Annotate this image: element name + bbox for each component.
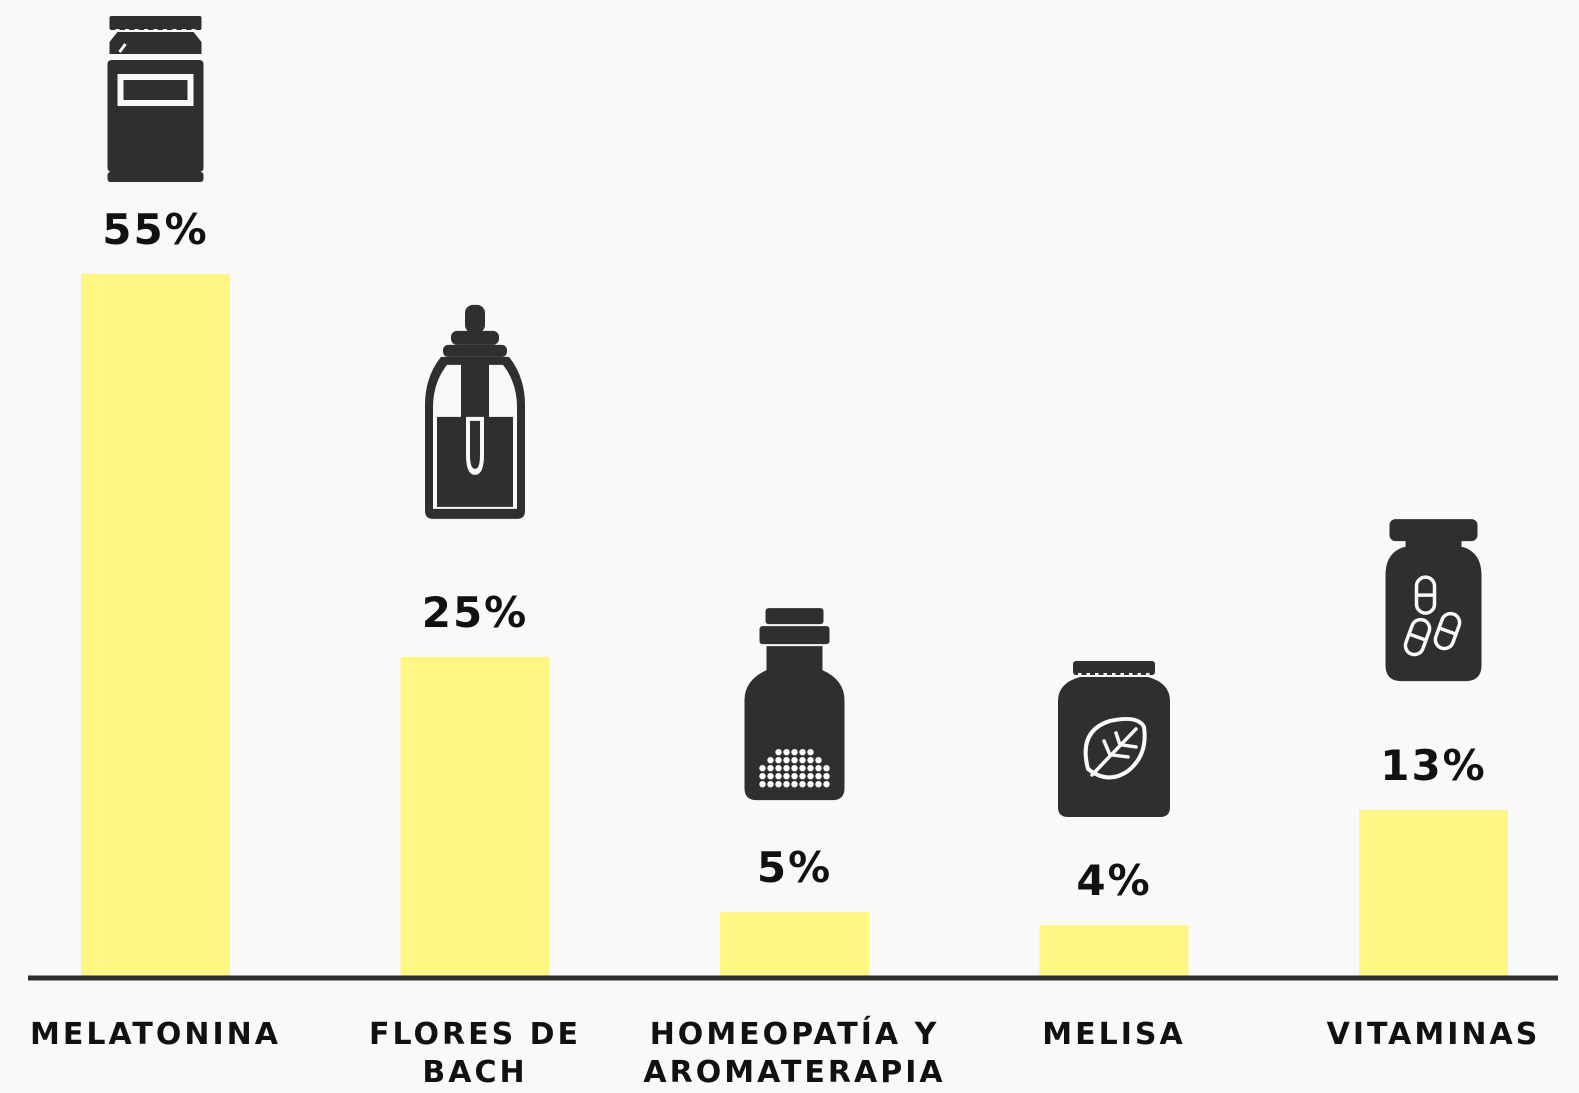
value-labels-group: 55% 25% 5% 4% 13% bbox=[102, 205, 1487, 905]
category-label: HOMEOPATÍA Y bbox=[650, 1016, 940, 1052]
bars-group bbox=[81, 274, 1508, 976]
value-label: 55% bbox=[102, 205, 209, 254]
bar bbox=[81, 274, 230, 976]
icons-group bbox=[107, 16, 1482, 817]
category-label: BACH bbox=[422, 1055, 527, 1090]
supplement-jar-icon bbox=[107, 16, 204, 182]
capsules-bottle-icon bbox=[1385, 519, 1482, 682]
dropper-bottle-icon bbox=[425, 304, 525, 519]
bar bbox=[1039, 924, 1189, 976]
category-label: VITAMINAS bbox=[1327, 1017, 1541, 1052]
bar bbox=[720, 912, 869, 976]
category-label: MELATONINA bbox=[30, 1017, 281, 1052]
value-label: 25% bbox=[422, 588, 529, 637]
value-label: 13% bbox=[1380, 741, 1487, 790]
globules-bottle-icon bbox=[744, 608, 845, 801]
bar bbox=[400, 656, 550, 976]
herb-leaf-jar-icon bbox=[1058, 660, 1170, 817]
value-label: 4% bbox=[1076, 856, 1151, 905]
category-label: AROMATERAPIA bbox=[643, 1055, 945, 1090]
category-label: MELISA bbox=[1042, 1017, 1185, 1052]
category-label: FLORES DE bbox=[369, 1017, 581, 1052]
bar bbox=[1359, 810, 1508, 976]
value-label: 5% bbox=[757, 843, 832, 892]
